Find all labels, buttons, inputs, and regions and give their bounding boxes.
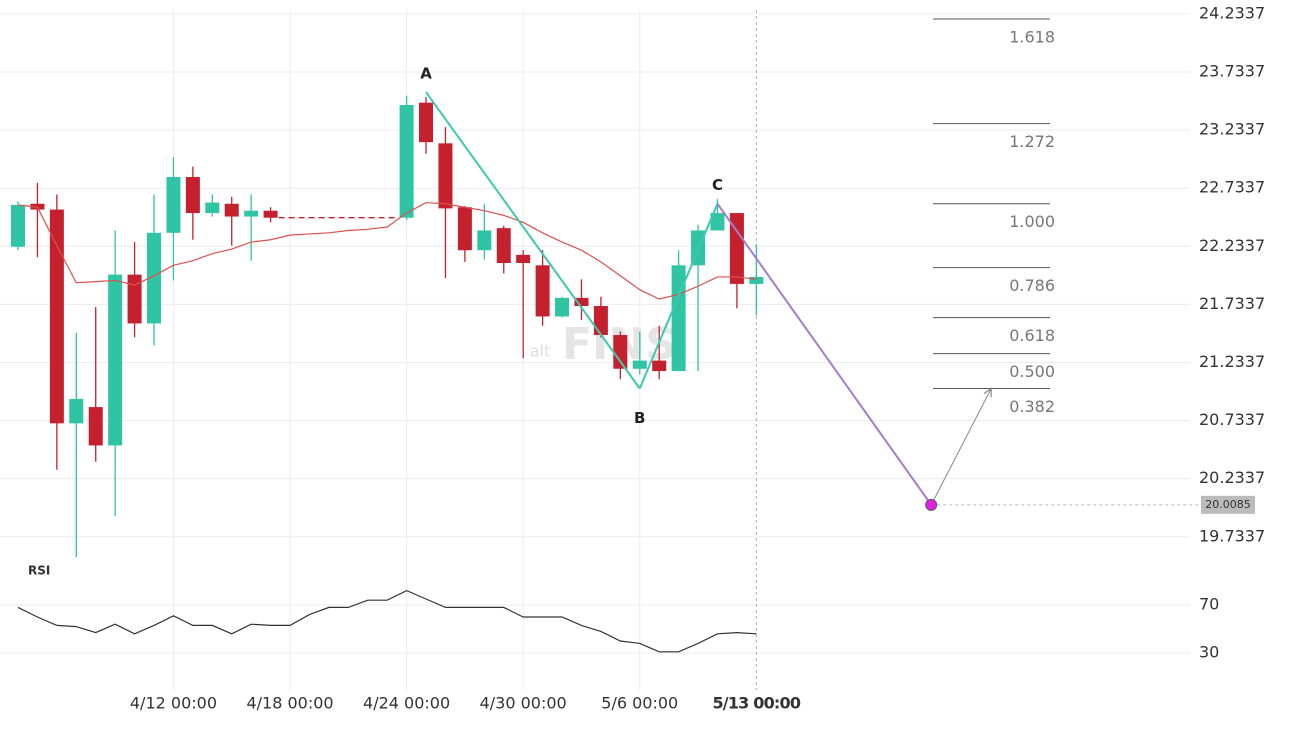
rsi-tick-label: 70: [1199, 595, 1219, 614]
y-tick-label: 19.7337: [1199, 526, 1265, 545]
candle-body: [749, 276, 764, 284]
candle-body: [477, 230, 492, 251]
fib-label: 0.786: [1009, 276, 1055, 295]
x-tick-label: 4/18 00:00: [246, 694, 333, 713]
x-tick-label: 4/30 00:00: [480, 694, 567, 713]
fib-label: 1.272: [1009, 132, 1055, 151]
candle-body: [419, 102, 434, 143]
pattern-leg: [638, 203, 719, 389]
fib-label: 0.500: [1009, 362, 1055, 381]
candle-body: [613, 335, 628, 369]
candle-body: [263, 210, 278, 218]
candle-body: [244, 210, 259, 217]
candle-body: [166, 177, 181, 233]
y-tick-label: 24.2337: [1199, 3, 1265, 22]
candle-body: [652, 360, 667, 372]
candle-body: [185, 177, 200, 214]
candle-body: [516, 254, 531, 264]
candle-body: [438, 143, 453, 209]
candle-body: [11, 204, 25, 247]
candle-body: [457, 207, 472, 251]
candle-body: [593, 305, 608, 336]
x-tick-label: 5/6 00:00: [601, 694, 678, 713]
y-tick-label: 20.7337: [1199, 410, 1265, 429]
fib-label: 1.000: [1009, 212, 1055, 231]
watermark: alt: [530, 342, 551, 361]
candle-body: [108, 274, 123, 446]
pattern-label: C: [712, 176, 723, 194]
candle-body: [671, 265, 686, 372]
candle-body: [69, 398, 84, 424]
rsi-tick-label: 30: [1199, 643, 1219, 662]
rsi-line: [17, 589, 757, 653]
moving-average: [17, 201, 757, 300]
candle-body: [710, 213, 725, 231]
candle-body: [496, 228, 511, 264]
candle-body: [535, 265, 550, 317]
candle-body: [399, 104, 414, 218]
fib-label: 1.618: [1009, 28, 1055, 47]
candle-body: [49, 209, 64, 424]
fib-label: 0.382: [1009, 397, 1055, 416]
y-tick-label: 22.7337: [1199, 178, 1265, 197]
candle-body: [205, 202, 220, 214]
candle-body: [555, 297, 570, 317]
candle-body: [574, 297, 589, 306]
fib-label: 0.618: [1009, 326, 1055, 345]
candle-body: [632, 360, 647, 369]
projection-arrow: [930, 388, 991, 506]
y-tick-label: 21.2337: [1199, 352, 1265, 371]
price-tag-label: 20.0085: [1205, 498, 1251, 511]
pattern-label: B: [634, 409, 645, 427]
y-tick-label: 20.2337: [1199, 468, 1265, 487]
x-tick-label: 4/12 00:00: [130, 694, 217, 713]
pattern-leg: [716, 203, 933, 506]
y-tick-label: 23.2337: [1199, 120, 1265, 139]
rsi-title: RSI: [28, 564, 50, 578]
candle-body: [147, 232, 162, 324]
y-tick-label: 23.7337: [1199, 62, 1265, 81]
candle-body: [127, 274, 142, 324]
x-tick-label: 5/13 00:00: [712, 694, 800, 713]
candle-body: [729, 213, 744, 284]
pattern-leg: [425, 91, 641, 390]
y-tick-label: 22.2337: [1199, 236, 1265, 255]
candle-body: [88, 407, 103, 446]
target-point: [925, 498, 938, 511]
y-tick-label: 21.7337: [1199, 294, 1265, 313]
x-tick-label: 4/24 00:00: [363, 694, 450, 713]
price-tag: [1201, 495, 1255, 514]
pattern-label: A: [420, 65, 432, 83]
candle-body: [224, 203, 239, 217]
